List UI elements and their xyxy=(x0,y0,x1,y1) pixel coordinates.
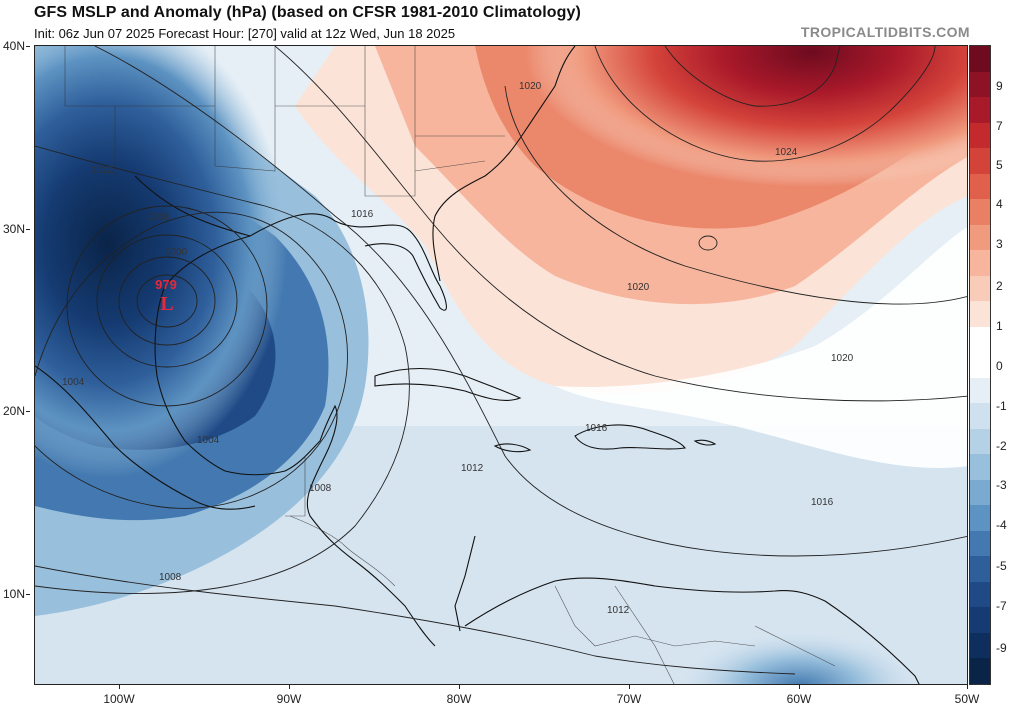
isobar-label: 1004 xyxy=(62,377,85,388)
isobar-label: 1016 xyxy=(811,497,834,508)
isobar-label: 1000 xyxy=(165,247,188,258)
colorbar-segment xyxy=(970,352,990,379)
map-panel: 1020 1024 1012 1016 1008 1000 1020 1020 … xyxy=(34,45,968,685)
colorbar-segment xyxy=(970,428,990,455)
high-anomaly-core xyxy=(335,46,967,346)
colorbar-segment xyxy=(970,632,990,659)
colorbar-segment xyxy=(970,454,990,481)
colorbar-segment xyxy=(970,607,990,634)
political-borders xyxy=(64,46,836,684)
colorbar-label: 9 xyxy=(996,79,1003,93)
longitude-label: 50W xyxy=(954,692,980,706)
isobar-label: 1008 xyxy=(147,212,170,223)
low-pressure-value: 979 xyxy=(155,277,177,292)
isobar-label: 1008 xyxy=(309,483,332,494)
south-america-anomaly xyxy=(485,466,967,684)
colorbar-segment xyxy=(970,530,990,557)
map-subtitle: Init: 06z Jun 07 2025 Forecast Hour: [27… xyxy=(34,26,456,41)
colorbar-label: 3 xyxy=(996,237,1003,251)
longitude-tick xyxy=(967,685,968,689)
colorbar-label: -5 xyxy=(996,559,1007,573)
colorbar-label: 4 xyxy=(996,197,1003,211)
isobar-label: 1020 xyxy=(831,353,854,364)
isobar-label: 1012 xyxy=(607,605,630,616)
longitude-tick xyxy=(629,685,630,689)
map-title: GFS MSLP and Anomaly (hPa) (based on CFS… xyxy=(34,4,581,21)
longitude-tick xyxy=(289,685,290,689)
latitude-label: 30N xyxy=(3,222,30,236)
longitude-label: 90W xyxy=(276,692,302,706)
isobar-label: 1012 xyxy=(461,463,484,474)
longitude-label: 80W xyxy=(446,692,472,706)
isobar-lines xyxy=(35,46,967,675)
colorbar-label: 1 xyxy=(996,319,1003,333)
neutral-anomaly-band xyxy=(555,227,967,468)
colorbar-segment xyxy=(970,46,990,73)
colorbar-segment xyxy=(970,658,990,685)
colorbar-segment xyxy=(970,479,990,506)
colorbar-segment xyxy=(970,173,990,200)
latitude-label: 20N xyxy=(3,404,30,418)
colorbar-label: 7 xyxy=(996,119,1003,133)
low-anomaly-core xyxy=(35,46,435,566)
colorbar-label: -7 xyxy=(996,599,1007,613)
latitude-label: 40N xyxy=(3,39,30,53)
isobar-label: 1012 xyxy=(91,165,114,176)
longitude-tick xyxy=(459,685,460,689)
longitude-tick xyxy=(119,685,120,689)
colorbar-segment xyxy=(970,403,990,430)
map-canvas: 1020 1024 1012 1016 1008 1000 1020 1020 … xyxy=(35,46,967,684)
colorbar-label: 0 xyxy=(996,359,1003,373)
longitude-label: 60W xyxy=(786,692,812,706)
isobar-label: 1008 xyxy=(159,572,182,583)
isobar-label: 1020 xyxy=(519,81,542,92)
colorbar-segment xyxy=(970,556,990,583)
colorbar-segment xyxy=(970,377,990,404)
colorbar-label: -2 xyxy=(996,439,1007,453)
colorbar-segment xyxy=(970,250,990,277)
isobar-label: 1020 xyxy=(627,282,650,293)
colorbar-segment xyxy=(970,97,990,124)
longitude-tick xyxy=(799,685,800,689)
colorbar-segment xyxy=(970,148,990,175)
longitude-label: 70W xyxy=(616,692,642,706)
colorbar-segment xyxy=(970,275,990,302)
latitude-label: 10N xyxy=(3,587,30,601)
colorbar-segment xyxy=(970,71,990,98)
low-pressure-symbol: L xyxy=(160,293,173,315)
isobar-label: 1024 xyxy=(775,147,798,158)
colorbar-segment xyxy=(970,505,990,532)
colorbar-segment xyxy=(970,301,990,328)
site-credit: TROPICALTIDBITS.COM xyxy=(800,24,970,40)
longitude-label: 100W xyxy=(103,692,135,706)
colorbar-label: -4 xyxy=(996,518,1007,532)
colorbar-segment xyxy=(970,199,990,226)
isobar-label: 1004 xyxy=(197,435,220,446)
isobar-label: 1016 xyxy=(351,209,374,220)
coastlines xyxy=(35,46,920,684)
isobar-label: 1016 xyxy=(585,423,608,434)
colorbar-segment xyxy=(970,581,990,608)
colorbar-label: 5 xyxy=(996,158,1003,172)
colorbar-label: -3 xyxy=(996,478,1007,492)
colorbar-segment xyxy=(970,326,990,353)
colorbar-label: 2 xyxy=(996,279,1003,293)
colorbar-label: -1 xyxy=(996,399,1007,413)
colorbar-label: -9 xyxy=(996,641,1007,655)
colorbar-segment xyxy=(970,122,990,149)
anomaly-colorbar xyxy=(969,45,991,685)
colorbar-segment xyxy=(970,224,990,251)
